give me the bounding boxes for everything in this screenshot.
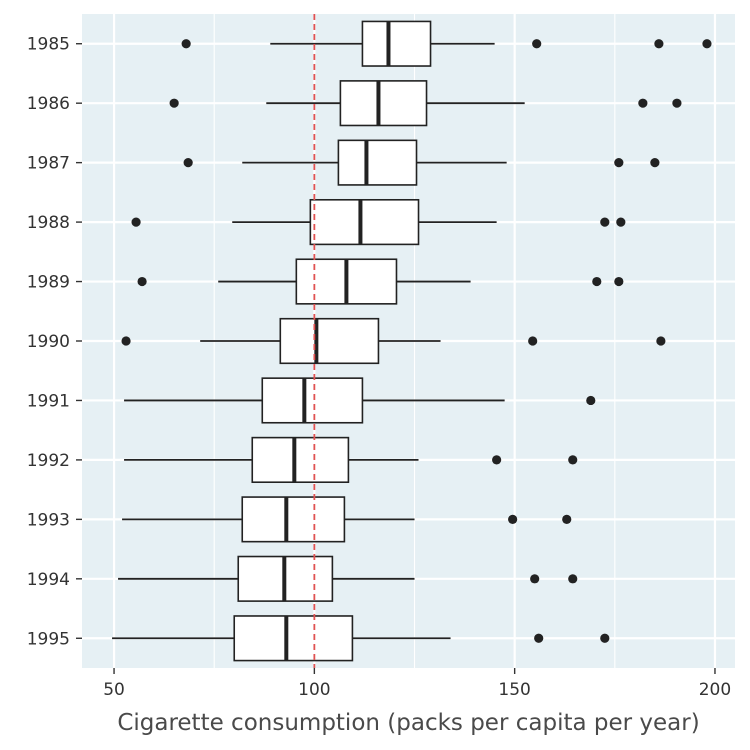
y-tick-label: 1990 — [27, 332, 70, 352]
outlier-point — [592, 276, 602, 287]
box — [309, 198, 420, 246]
outlier-point — [656, 336, 666, 346]
y-tick-label: 1989 — [27, 273, 70, 293]
outlier-point — [131, 217, 141, 227]
outlier-point — [672, 98, 682, 108]
y-tick-label: 1991 — [27, 391, 70, 411]
outlier-point — [508, 514, 518, 524]
x-axis-title: Cigarette consumption (packs per capita … — [117, 710, 699, 736]
y-axis-ticks: 1985 1986 1987 1988 1989 1990 1991 1992 1993 1994… — [27, 35, 82, 649]
box — [241, 496, 346, 543]
outlier-point — [562, 514, 572, 524]
x-tick-label: 100 — [298, 680, 330, 700]
x-tick-label: 50 — [103, 680, 125, 700]
y-tick-label: 1988 — [27, 213, 70, 233]
outlier-point — [600, 633, 610, 643]
box — [261, 377, 364, 424]
whiskers — [112, 42, 525, 640]
y-tick-label: 1994 — [27, 570, 70, 590]
y-tick-label: 1985 — [27, 35, 70, 55]
outlier-point — [530, 574, 540, 584]
outlier-point — [568, 574, 578, 584]
box — [279, 317, 380, 365]
y-tick-label: 1986 — [27, 94, 70, 114]
outlier-point — [181, 39, 191, 49]
y-tick-label: 1992 — [27, 451, 70, 471]
x-axis-ticks: 50 100 150 200 — [103, 668, 731, 700]
outlier-point — [614, 276, 624, 287]
outlier-point — [528, 336, 538, 346]
medians — [282, 21, 391, 661]
outlier-point — [654, 39, 664, 49]
outlier-point — [616, 217, 626, 227]
box — [337, 139, 418, 186]
outlier-point — [586, 395, 596, 406]
outlier-point — [137, 276, 147, 287]
outlier-point — [568, 455, 578, 465]
outlier-point — [534, 633, 544, 643]
y-tick-label: 1993 — [27, 510, 70, 530]
y-tick-label: 1987 — [27, 154, 70, 174]
outlier-point — [702, 39, 712, 49]
outlier-point — [121, 336, 131, 346]
outlier-point — [614, 158, 624, 168]
box — [233, 615, 354, 662]
y-tick-label: 1995 — [27, 629, 70, 649]
outlier-point — [650, 158, 660, 168]
x-tick-label: 150 — [498, 680, 530, 700]
box — [339, 80, 428, 127]
outlier-point — [169, 98, 179, 108]
x-tick-label: 200 — [699, 680, 731, 700]
outlier-point — [532, 39, 542, 49]
box — [251, 436, 350, 484]
outlier-point — [492, 455, 502, 465]
outlier-point — [600, 217, 610, 227]
outlier-point — [638, 98, 648, 108]
box — [361, 20, 432, 67]
outliers — [121, 39, 712, 643]
outlier-point — [183, 158, 193, 168]
